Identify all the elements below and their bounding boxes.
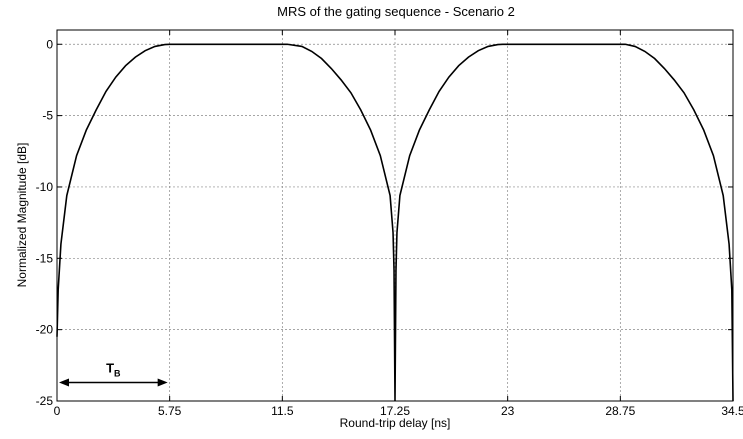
annotation-label: TB: [106, 360, 121, 378]
series-line: [56, 43, 734, 402]
x-tick-label: 34.5: [721, 404, 743, 418]
x-tick-label: 0: [54, 404, 61, 418]
y-tick-label: 0: [46, 37, 53, 51]
y-axis-label: Normalized Magnitude [dB]: [15, 143, 29, 288]
y-tick-label: -5: [42, 109, 53, 123]
chart-title: MRS of the gating sequence - Scenario 2: [277, 4, 515, 19]
annotation: TB: [59, 360, 168, 387]
annotation-arrowhead-left: [59, 378, 69, 387]
y-tick-label: -20: [36, 323, 54, 337]
y-axis: 0 -5 -10 -15 -20 -25: [36, 37, 733, 408]
x-tick-label: 5.75: [158, 404, 182, 418]
x-tick-label: 28.75: [605, 404, 635, 418]
x-axis-label: Round-trip delay [ns]: [340, 416, 451, 430]
annotation-label-subscript: B: [114, 368, 121, 378]
annotation-arrowhead-right: [157, 378, 168, 387]
x-tick-label: 11.5: [271, 404, 294, 418]
y-tick-label: -15: [36, 251, 54, 265]
x-tick-label: 23: [501, 404, 515, 418]
x-tick-label: 17.25: [380, 404, 410, 418]
y-tick-label: -25: [36, 394, 54, 408]
y-tick-label: -10: [36, 180, 54, 194]
annotation-label-main: T: [106, 360, 114, 375]
x-axis: 0 5.75 11.5 17.25 23 28.75 34.5: [54, 30, 743, 418]
